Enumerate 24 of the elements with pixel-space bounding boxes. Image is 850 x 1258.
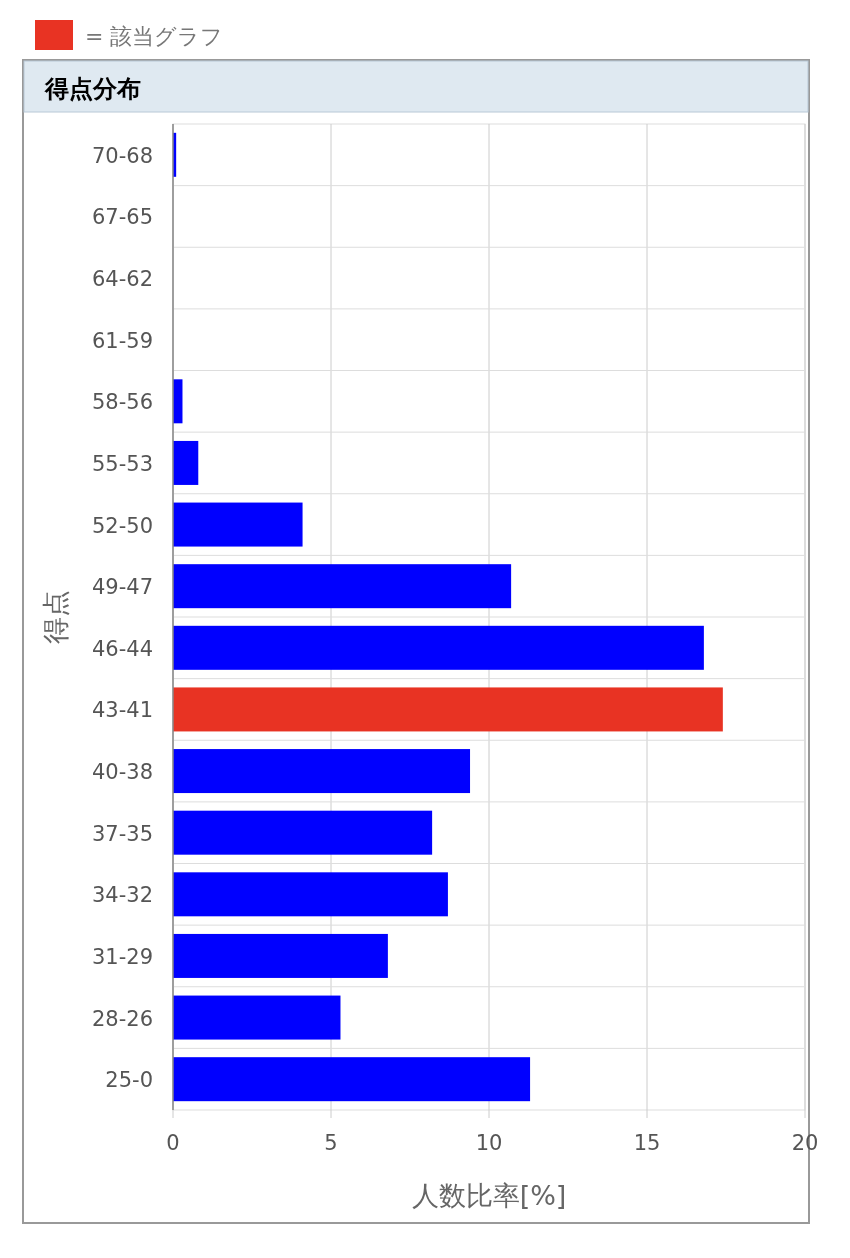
xlabel: 人数比率[%] [411,1180,567,1211]
title: 得点分布 [45,75,141,103]
ytick: 46-44 [91,636,153,661]
xtick: 5 [324,1131,338,1155]
xtick: 0 [166,1131,180,1155]
ytick: 64-62 [91,267,153,292]
ytick: 70-68 [91,143,153,168]
ytick: 37-35 [91,821,153,846]
ytick: 28-26 [91,1006,153,1031]
annotation: = 該当グラフ [85,24,224,49]
ytick: 31-29 [91,944,153,969]
ytick: 25-0 [105,1068,153,1093]
xtick: 10 [475,1131,503,1155]
ylabel: 得点 [40,590,71,644]
xtick: 15 [633,1131,661,1155]
ytick: 52-50 [91,513,153,538]
ytick: 34-32 [91,883,153,908]
ytick: 40-38 [91,760,153,785]
ytick: 43-41 [91,698,153,723]
ytick: 49-47 [91,575,153,600]
ytick: 61-59 [91,328,153,353]
ytick: 55-53 [91,451,153,476]
ytick: 58-56 [91,390,153,415]
ytick: 67-65 [91,205,153,230]
